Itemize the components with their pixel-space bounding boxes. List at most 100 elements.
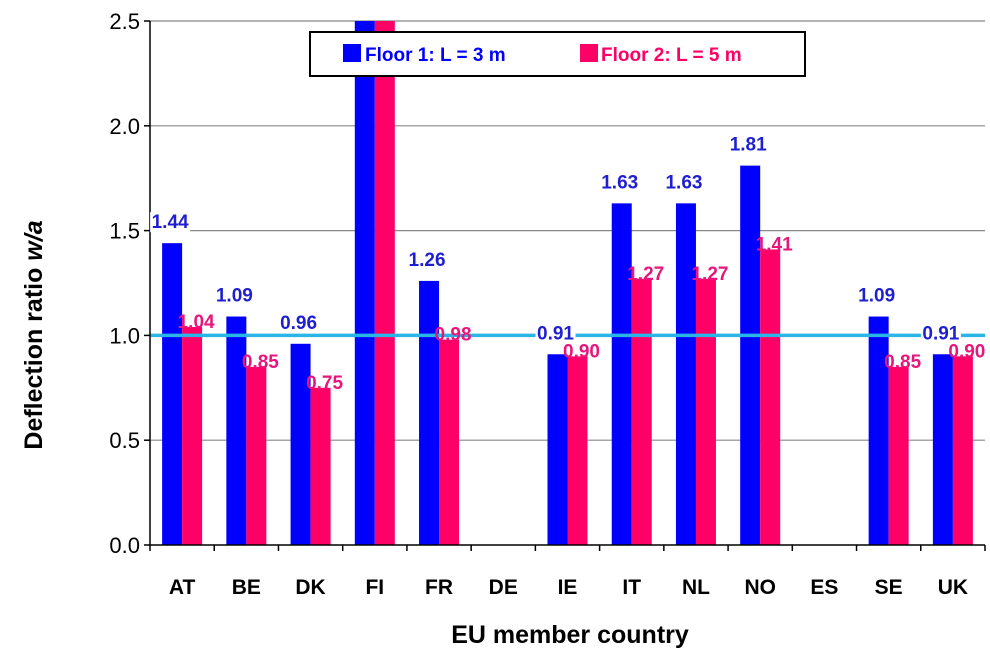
x-tick-label-nl: NL	[682, 576, 710, 599]
data-label-bg	[920, 323, 961, 344]
legend: Floor 1: L = 3 m Floor 2: L = 5 m	[309, 31, 806, 77]
bar-floor-2-nl	[695, 278, 716, 545]
data-label-floor-2-nl: 1.27	[691, 264, 728, 285]
data-label-group: 0.91	[920, 323, 961, 344]
y-tick-label: 1.0	[109, 323, 140, 348]
y-axis-title-italic: w/a	[20, 220, 48, 260]
y-tick-label: 2.5	[109, 9, 140, 34]
data-label-bg	[728, 134, 769, 155]
axes	[144, 20, 986, 551]
x-tick-label-es: ES	[810, 576, 838, 599]
data-label-group: 1.63	[599, 172, 640, 193]
data-label-group: 1.04	[178, 312, 215, 333]
data-label-bg	[407, 249, 448, 270]
bar-floor-1-nl	[675, 203, 696, 546]
bar-floor-1-ie	[547, 354, 568, 545]
data-label-floor-2-be: 0.85	[242, 352, 279, 373]
bar-floor-2-se	[888, 366, 909, 545]
y-tick-label: 1.5	[109, 219, 140, 244]
bar-floor-2-be	[246, 366, 267, 545]
data-label-bg	[535, 323, 576, 344]
bar-floor-1-uk	[932, 354, 953, 545]
y-axis-title-main: Deflection ratio	[20, 261, 48, 450]
data-label-group: 1.81	[728, 134, 769, 156]
data-label-group: 0.90	[563, 341, 600, 362]
data-label-bg	[599, 172, 640, 193]
data-label-floor-2-at: 1.04	[178, 312, 215, 333]
bar-floor-1-be	[226, 316, 247, 545]
legend-label-floor-2: Floor 2: L = 5 m	[601, 45, 742, 66]
legend-label-floor-1: Floor 1: L = 3 m	[365, 45, 506, 66]
x-tick-label-dk: DK	[295, 576, 325, 599]
bar-floor-1-fr	[419, 280, 440, 545]
bar-floor-1-it	[611, 203, 632, 546]
y-tick-label: 0.0	[109, 533, 140, 558]
x-tick-label-no: NO	[744, 576, 776, 599]
data-label-group: 0.91	[535, 323, 576, 344]
legend-swatch-floor-1	[343, 44, 361, 62]
data-label-floor-1-dk: 0.96	[280, 313, 317, 334]
data-label-bg	[214, 285, 255, 306]
data-label-group: 1.09	[856, 285, 897, 307]
data-label-floor-1-no: 1.81	[730, 135, 767, 156]
x-tick-label-se: SE	[875, 576, 903, 599]
bars	[162, 21, 973, 546]
bar-floor-2-fr	[439, 339, 460, 545]
data-label-bg	[278, 312, 319, 333]
bar-floor-1-fi	[354, 21, 375, 545]
x-tick-label-ie: IE	[558, 576, 578, 599]
bar-floor-1-dk	[290, 343, 311, 545]
bar-floor-1-at	[162, 243, 183, 545]
data-label-floor-1-ie: 0.91	[537, 323, 574, 344]
x-axis-title: EU member country	[451, 621, 689, 649]
data-label-floor-2-fr: 0.98	[435, 325, 472, 346]
data-label-floor-1-se: 1.09	[858, 286, 895, 307]
y-tick-label: 2.0	[109, 114, 140, 139]
data-label-group: 1.63	[663, 172, 704, 193]
bar-floor-2-dk	[310, 387, 331, 545]
x-tick-label-fi: FI	[365, 576, 384, 599]
bar-floor-2-no	[760, 249, 781, 546]
bar-floor-1-no	[740, 165, 761, 545]
bar-floor-2-at	[182, 327, 203, 545]
bar-floor-2-fi	[374, 21, 395, 545]
bar-floor-1-se	[868, 316, 889, 545]
data-label-bg	[856, 285, 897, 306]
data-label-group: 1.44	[150, 212, 191, 233]
x-tick-label-de: DE	[489, 576, 518, 599]
data-label-group: 1.27	[691, 264, 728, 285]
data-label-group: 1.27	[627, 264, 664, 285]
data-label-floor-2-ie: 0.90	[563, 341, 600, 362]
data-label-floor-2-uk: 0.90	[948, 341, 985, 362]
data-label-group: 1.41	[756, 234, 793, 255]
data-label-floor-1-it: 1.63	[601, 172, 638, 193]
data-label-group: 0.85	[242, 352, 279, 373]
data-label-group: 0.85	[884, 352, 921, 373]
data-label-floor-1-uk: 0.91	[922, 323, 959, 344]
x-tick-label-uk: UK	[938, 576, 968, 599]
legend-swatch-floor-2	[580, 44, 598, 62]
data-label-floor-2-dk: 0.75	[306, 373, 343, 394]
data-label-floor-2-no: 1.41	[756, 234, 793, 255]
data-label-bg	[663, 172, 704, 193]
data-label-bg	[150, 212, 191, 233]
data-label-group: 0.90	[948, 341, 985, 362]
x-tick-label-fr: FR	[425, 576, 453, 599]
y-axis-title: Deflection ratio w/a	[20, 220, 48, 449]
data-label-group: 0.98	[435, 325, 472, 346]
data-label-floor-1-be: 1.09	[216, 286, 253, 307]
legend-box	[309, 31, 806, 77]
x-tick-labels: AT BE DK FI FR DE IE IT NL NO ES SE UK	[169, 576, 968, 599]
bar-floor-2-it	[631, 278, 652, 545]
data-label-group: 1.09	[214, 285, 255, 307]
data-label-floor-2-it: 1.27	[627, 264, 664, 285]
data-label-group: 1.26	[407, 249, 448, 271]
data-label-floor-2-se: 0.85	[884, 352, 921, 373]
x-tick-label-be: BE	[232, 576, 261, 599]
x-tick-label-at: AT	[169, 576, 196, 599]
data-label-group: 0.96	[278, 312, 319, 334]
y-tick-labels: 0.0 0.5 1.0 1.5 2.0 2.5	[109, 9, 140, 558]
x-tick-label-it: IT	[622, 576, 641, 599]
data-label-floor-1-fr: 1.26	[409, 250, 446, 271]
